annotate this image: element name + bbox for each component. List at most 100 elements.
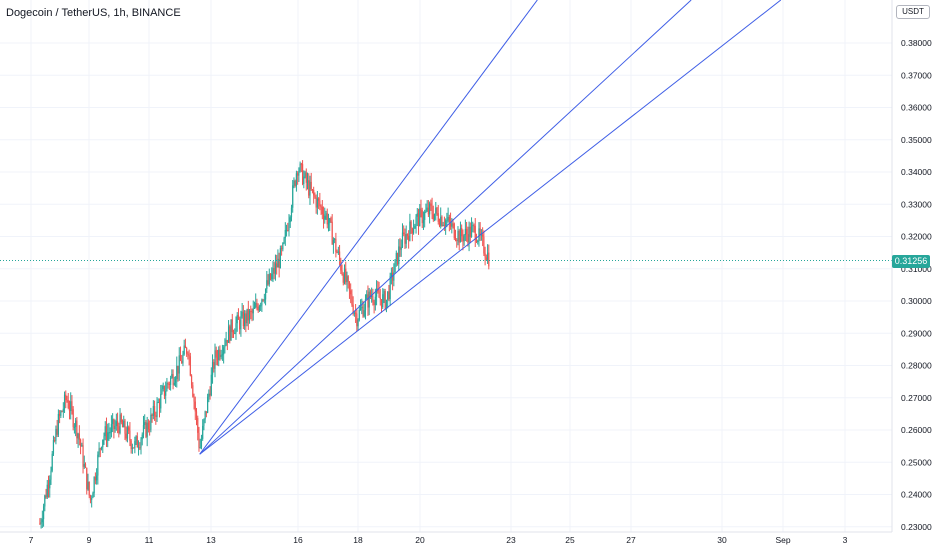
candle-body <box>88 481 90 496</box>
candle-body <box>139 447 141 449</box>
candle-body <box>54 440 56 442</box>
candle-body <box>226 340 228 343</box>
candle-body <box>477 240 479 242</box>
candle-body <box>97 454 99 476</box>
candle-body <box>246 308 248 324</box>
candle-body <box>456 240 458 242</box>
candle-body <box>89 495 92 500</box>
candle-body <box>116 421 119 427</box>
candle-body <box>162 385 164 390</box>
candle-body <box>306 180 309 183</box>
fan-lines[interactable] <box>199 0 782 455</box>
candle-body <box>321 206 323 215</box>
price-axis[interactable]: 0.38000 0.37000 0.36000 0.35000 0.34000 0.330… <box>901 38 932 532</box>
fan-line[interactable] <box>199 0 538 455</box>
candle-body <box>294 180 296 186</box>
candle-body <box>59 413 61 416</box>
candle-body <box>68 408 71 412</box>
candle-body <box>378 291 380 298</box>
candle-body <box>422 219 425 224</box>
candle-body <box>41 519 43 523</box>
time-tick-label: 20 <box>415 535 425 545</box>
fan-line[interactable] <box>199 0 692 455</box>
candle-body <box>451 223 453 227</box>
candle-body <box>345 268 347 283</box>
candle-body <box>427 207 429 215</box>
price-tick-label: 0.34000 <box>901 167 932 177</box>
candle-body <box>313 190 315 196</box>
candle-body <box>431 205 433 215</box>
price-tick-label: 0.28000 <box>901 361 932 371</box>
candle-body <box>289 217 291 222</box>
candle-body <box>256 303 258 307</box>
candle-body <box>388 291 390 300</box>
candle-body <box>109 432 111 434</box>
candle-body <box>485 257 487 260</box>
candle-body <box>67 400 69 409</box>
candle-body <box>93 477 95 494</box>
candle-body <box>278 258 280 268</box>
candle-body <box>155 415 157 417</box>
candle-body <box>263 299 265 301</box>
currency-unit-button[interactable]: USDT <box>896 5 930 19</box>
candle-body <box>474 225 476 240</box>
candle-body <box>182 354 184 364</box>
candle-body <box>482 234 484 237</box>
candle-body <box>404 234 406 244</box>
candle-body <box>216 357 219 361</box>
candle-body <box>260 305 262 307</box>
candle-body <box>225 340 227 346</box>
candle-body <box>215 350 217 358</box>
candle-body <box>167 383 169 385</box>
price-tick-label: 0.38000 <box>901 38 932 48</box>
candle-body <box>65 394 67 400</box>
candle-body <box>272 268 274 274</box>
candle-body <box>224 345 226 348</box>
candle-body <box>318 198 320 201</box>
candle-body <box>438 221 441 226</box>
candle-body <box>163 385 166 396</box>
candle-body <box>100 447 103 449</box>
candle-body <box>165 391 167 396</box>
candle-body <box>274 263 277 274</box>
candle-body <box>236 315 238 324</box>
candle-body <box>382 294 384 308</box>
candle-body <box>367 294 369 308</box>
candle-body <box>484 253 486 258</box>
candle-body <box>454 238 457 241</box>
candle-body <box>346 276 348 283</box>
candle-body <box>178 355 180 374</box>
candle-body <box>458 230 460 243</box>
candle-body <box>447 216 449 221</box>
candle-body <box>94 477 96 481</box>
candle-body <box>361 306 363 309</box>
candle-body <box>322 214 325 220</box>
candle-body <box>364 299 367 311</box>
candle-body <box>350 290 352 295</box>
candle-body <box>202 425 204 439</box>
candle-body <box>417 213 420 227</box>
candle-body <box>355 312 357 314</box>
candle-body <box>267 280 269 285</box>
candle-body <box>433 213 436 220</box>
candle-body <box>373 302 375 306</box>
candle-body <box>424 212 426 220</box>
candle-body <box>98 448 100 455</box>
candle-body <box>400 247 402 250</box>
candle-body <box>366 294 368 300</box>
candle-body <box>104 426 106 437</box>
candle-body <box>469 226 471 237</box>
candle-body <box>436 207 438 214</box>
candle-body <box>269 273 272 280</box>
candle-body <box>193 396 195 402</box>
candle-body <box>262 299 264 301</box>
time-axis[interactable]: 7 9 11 13 16 18 20 23 25 27 30 Sep 3 <box>29 535 848 545</box>
candle-body <box>287 229 289 231</box>
candle-body <box>340 260 342 271</box>
candle-body <box>408 235 410 241</box>
candle-body <box>239 319 241 330</box>
candle-body <box>488 252 490 267</box>
candle-body <box>486 252 489 260</box>
fan-line[interactable] <box>199 0 782 455</box>
